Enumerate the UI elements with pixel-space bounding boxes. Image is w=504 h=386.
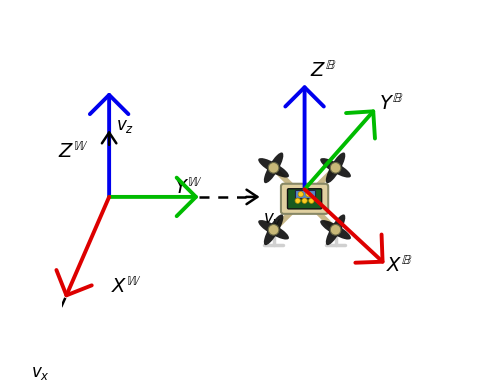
Ellipse shape — [264, 152, 283, 183]
Bar — [294, 190, 314, 198]
Ellipse shape — [326, 152, 345, 183]
Text: $X^{\mathbb{B}}$: $X^{\mathbb{B}}$ — [387, 255, 413, 276]
FancyBboxPatch shape — [287, 189, 322, 209]
Ellipse shape — [264, 214, 283, 245]
FancyBboxPatch shape — [281, 184, 328, 214]
Circle shape — [295, 198, 300, 203]
Ellipse shape — [320, 220, 351, 240]
Circle shape — [330, 224, 341, 235]
Circle shape — [298, 191, 303, 197]
Text: $Z^{\mathbb{W}}$: $Z^{\mathbb{W}}$ — [58, 141, 88, 162]
Ellipse shape — [258, 158, 289, 178]
Ellipse shape — [258, 220, 289, 240]
Ellipse shape — [326, 214, 345, 245]
Ellipse shape — [320, 158, 351, 178]
Text: $X^{\mathbb{W}}$: $X^{\mathbb{W}}$ — [111, 276, 142, 297]
Text: $v_y$: $v_y$ — [264, 212, 282, 232]
Circle shape — [268, 224, 279, 235]
Circle shape — [306, 191, 311, 197]
Circle shape — [330, 163, 341, 173]
Text: $v_x$: $v_x$ — [31, 364, 50, 381]
Text: $Y^{\mathbb{B}}$: $Y^{\mathbb{B}}$ — [379, 93, 403, 114]
Circle shape — [268, 163, 279, 173]
Circle shape — [302, 198, 307, 203]
Text: $v_z$: $v_z$ — [116, 118, 134, 135]
Circle shape — [309, 198, 314, 203]
Text: $Y^{\mathbb{W}}$: $Y^{\mathbb{W}}$ — [174, 177, 202, 198]
Text: $Z^{\mathbb{B}}$: $Z^{\mathbb{B}}$ — [310, 60, 337, 81]
